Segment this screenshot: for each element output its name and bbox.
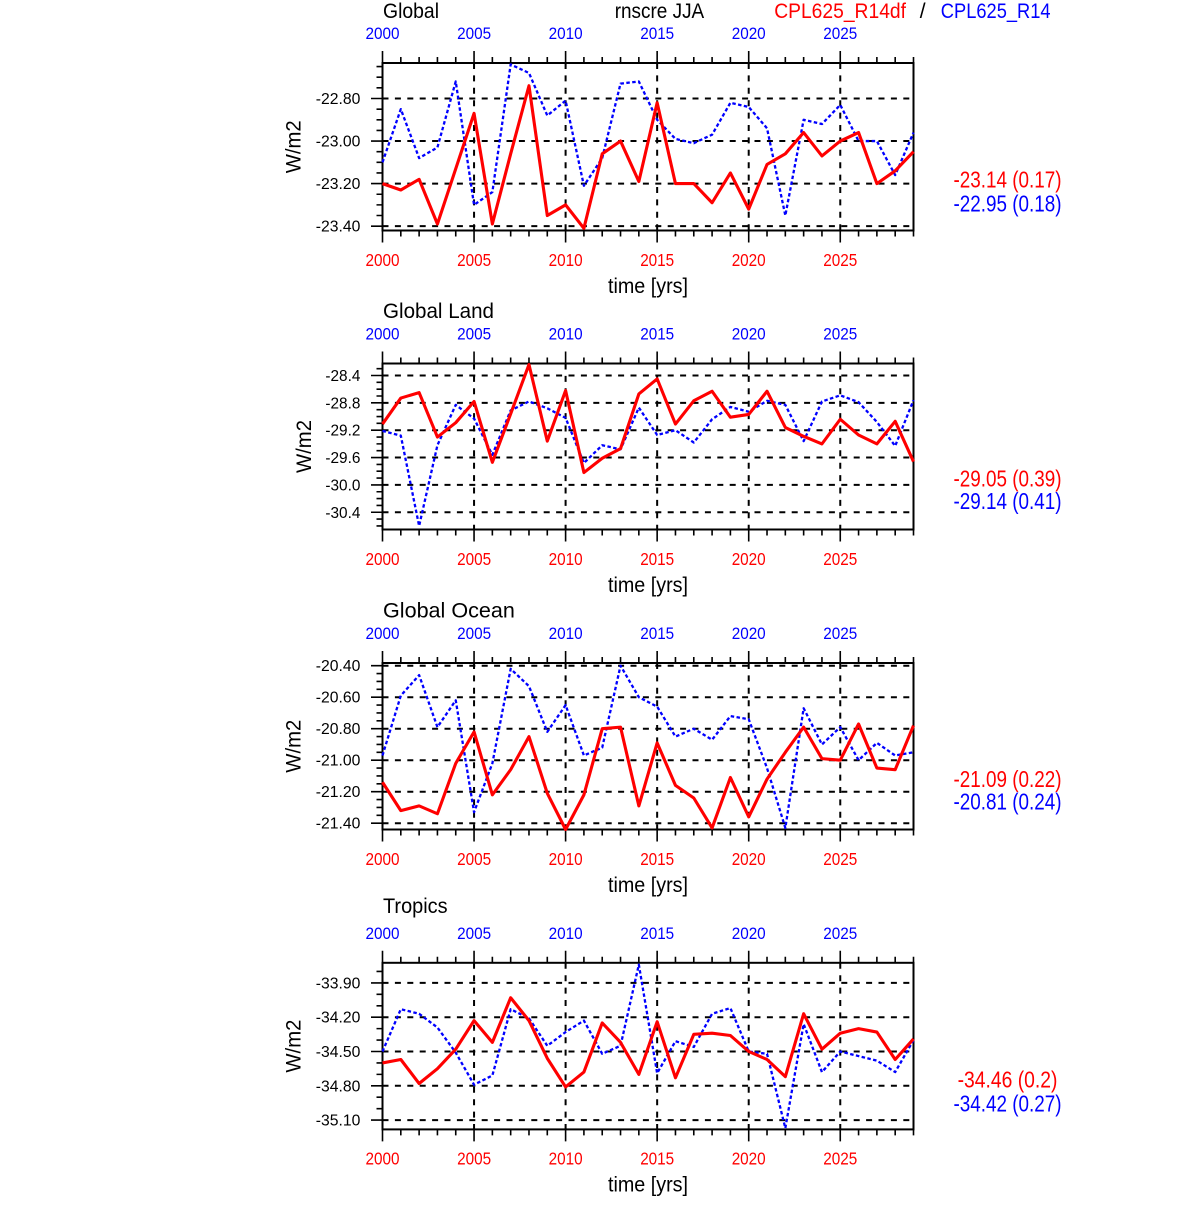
svg-text:time [yrs]: time [yrs] (608, 874, 688, 897)
svg-text:2015: 2015 (640, 624, 674, 643)
svg-text:time [yrs]: time [yrs] (608, 574, 688, 597)
svg-text:2010: 2010 (549, 250, 583, 270)
svg-text:-20.40: -20.40 (316, 658, 361, 675)
svg-text:-30.0: -30.0 (325, 477, 360, 494)
svg-text:-21.00: -21.00 (316, 753, 361, 770)
svg-text:-20.60: -20.60 (316, 690, 361, 707)
svg-text:2000: 2000 (366, 24, 400, 43)
svg-text:-35.10: -35.10 (316, 1113, 361, 1130)
svg-text:2020: 2020 (732, 325, 766, 344)
svg-text:2020: 2020 (732, 1149, 766, 1169)
svg-text:-34.20: -34.20 (316, 1010, 361, 1027)
svg-text:-34.42 (0.27): -34.42 (0.27) (954, 1090, 1062, 1116)
svg-text:2000: 2000 (366, 325, 400, 344)
svg-text:-34.50: -34.50 (316, 1044, 361, 1061)
svg-text:Global Land: Global Land (383, 300, 494, 323)
svg-text:2005: 2005 (457, 1149, 491, 1169)
svg-text:time [yrs]: time [yrs] (608, 275, 688, 298)
svg-text:-23.20: -23.20 (316, 176, 361, 193)
svg-text:2020: 2020 (732, 849, 766, 869)
svg-text:-28.8: -28.8 (325, 395, 360, 412)
svg-text:time [yrs]: time [yrs] (608, 1174, 688, 1197)
svg-text:2005: 2005 (457, 849, 491, 869)
svg-text:2000: 2000 (366, 549, 400, 569)
svg-text:2025: 2025 (823, 250, 857, 270)
svg-text:-29.05 (0.39): -29.05 (0.39) (954, 466, 1062, 492)
svg-text:2015: 2015 (640, 1149, 674, 1169)
svg-text:W/m2: W/m2 (283, 120, 306, 173)
svg-text:2000: 2000 (366, 849, 400, 869)
svg-text:W/m2: W/m2 (283, 720, 306, 773)
svg-text:2005: 2005 (457, 624, 491, 643)
svg-text:-22.80: -22.80 (316, 91, 361, 108)
svg-text:2010: 2010 (549, 624, 583, 643)
svg-text:2005: 2005 (457, 325, 491, 344)
svg-text:Global: Global (383, 0, 439, 23)
svg-text:-29.2: -29.2 (325, 423, 360, 440)
svg-text:2010: 2010 (549, 24, 583, 43)
svg-text:-20.81 (0.24): -20.81 (0.24) (954, 788, 1062, 814)
svg-text:-21.09 (0.22): -21.09 (0.22) (954, 766, 1062, 792)
svg-text:2025: 2025 (823, 1149, 857, 1169)
svg-text:2020: 2020 (732, 624, 766, 643)
svg-text:W/m2: W/m2 (283, 1020, 306, 1073)
svg-text:2020: 2020 (732, 24, 766, 43)
svg-text:2000: 2000 (366, 1149, 400, 1169)
svg-text:-28.4: -28.4 (325, 368, 360, 385)
svg-text:2025: 2025 (823, 624, 857, 643)
svg-text:2015: 2015 (640, 325, 674, 344)
svg-text:-23.40: -23.40 (316, 219, 361, 236)
svg-text:2025: 2025 (823, 325, 857, 344)
svg-text:Tropics: Tropics (383, 895, 448, 918)
svg-text:2025: 2025 (823, 24, 857, 43)
svg-text:-34.46 (0.2): -34.46 (0.2) (958, 1066, 1058, 1092)
svg-text:-30.4: -30.4 (325, 505, 360, 522)
svg-text:2015: 2015 (640, 549, 674, 569)
svg-text:-21.20: -21.20 (316, 784, 361, 801)
svg-text:-33.90: -33.90 (316, 975, 361, 992)
svg-text:2020: 2020 (732, 924, 766, 943)
svg-text:2020: 2020 (732, 250, 766, 270)
svg-text:Global Ocean: Global Ocean (383, 600, 515, 623)
svg-text:2025: 2025 (823, 849, 857, 869)
svg-text:2015: 2015 (640, 924, 674, 943)
svg-text:-29.6: -29.6 (325, 450, 360, 467)
svg-text:2015: 2015 (640, 250, 674, 270)
svg-text:2005: 2005 (457, 24, 491, 43)
svg-text:-23.14 (0.17): -23.14 (0.17) (954, 167, 1062, 193)
svg-text:2010: 2010 (549, 924, 583, 943)
svg-text:2010: 2010 (549, 849, 583, 869)
svg-text:-34.80: -34.80 (316, 1078, 361, 1095)
svg-text:2000: 2000 (366, 624, 400, 643)
svg-text:/: / (920, 0, 926, 23)
svg-text:CPL625_R14: CPL625_R14 (941, 0, 1051, 23)
svg-text:2025: 2025 (823, 924, 857, 943)
svg-text:-29.14 (0.41): -29.14 (0.41) (954, 488, 1062, 514)
svg-text:2020: 2020 (732, 549, 766, 569)
svg-text:2010: 2010 (549, 1149, 583, 1169)
svg-text:2015: 2015 (640, 24, 674, 43)
svg-text:-21.40: -21.40 (316, 816, 361, 833)
svg-text:2005: 2005 (457, 250, 491, 270)
svg-text:2000: 2000 (366, 250, 400, 270)
svg-text:2015: 2015 (640, 849, 674, 869)
svg-text:-20.80: -20.80 (316, 721, 361, 738)
svg-text:-23.00: -23.00 (316, 134, 361, 151)
svg-text:rnscre JJA: rnscre JJA (615, 0, 705, 23)
svg-text:W/m2: W/m2 (293, 420, 316, 473)
svg-text:2025: 2025 (823, 549, 857, 569)
svg-text:CPL625_R14df: CPL625_R14df (774, 0, 906, 23)
svg-text:2010: 2010 (549, 549, 583, 569)
svg-text:2005: 2005 (457, 549, 491, 569)
svg-text:2010: 2010 (549, 325, 583, 344)
svg-text:-22.95 (0.18): -22.95 (0.18) (954, 191, 1062, 217)
svg-text:2005: 2005 (457, 924, 491, 943)
svg-text:2000: 2000 (366, 924, 400, 943)
